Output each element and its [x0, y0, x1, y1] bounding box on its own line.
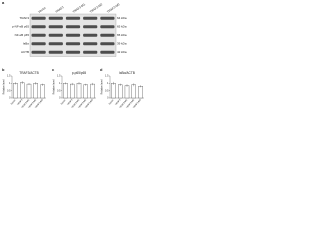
y-tick-label: 1.5 [7, 75, 11, 78]
chart-title: TRAF3/ACTB [19, 71, 38, 75]
lane-label: TRAF3-M2 [89, 2, 104, 14]
x-tick-label: TRAF3-M1 [119, 98, 129, 109]
size-label: 39 kDa [117, 42, 127, 46]
bar [138, 86, 143, 99]
bar [131, 84, 136, 99]
y-tick-label: 1.5 [105, 75, 109, 78]
row-label: IκBα [23, 42, 29, 46]
x-tick-label: TRAF3-M1 [71, 98, 81, 109]
y-tick-label: 0 [59, 97, 61, 100]
size-label: 65 kDa [117, 25, 127, 29]
y-tick-label: 1 [9, 82, 11, 85]
band [48, 16, 63, 20]
band [48, 33, 63, 37]
y-axis-label: Relative level [53, 79, 56, 94]
panel-letter: c [52, 67, 55, 72]
bar [63, 83, 68, 99]
band [48, 25, 63, 29]
lane-label: TRAF3-M3 [106, 2, 121, 14]
band [100, 16, 115, 20]
band [83, 25, 98, 29]
bar [70, 83, 75, 99]
y-axis-label: Relative level [101, 79, 104, 94]
x-tick-label: Vector [10, 98, 17, 105]
panel-letter: d [100, 67, 103, 72]
band [100, 50, 115, 54]
y-tick-label: 0.5 [105, 89, 109, 92]
bar [111, 83, 116, 99]
x-tick-label: TRAF3-M2 [28, 98, 38, 109]
bar [76, 83, 82, 99]
band [65, 16, 81, 20]
band [31, 33, 46, 37]
y-tick-label: 0.5 [7, 89, 11, 92]
bar [40, 84, 45, 99]
x-tick-label: TRAF3-M2 [78, 98, 88, 109]
x-tick-label: TRAF3 [16, 98, 23, 106]
band [100, 25, 115, 29]
lane-label: Vector [37, 6, 46, 14]
band [65, 33, 81, 37]
row-label: p-NF-κB p65 [12, 25, 29, 29]
bar [118, 84, 123, 99]
band [65, 25, 81, 29]
x-tick-label: TRAF3-M2 [126, 98, 136, 109]
bar [20, 82, 25, 99]
band [83, 42, 98, 46]
chart-title: IκBα/ACTB [119, 71, 135, 75]
bar [26, 83, 32, 99]
y-tick-label: 0 [9, 97, 11, 100]
x-tick-label: TRAF3-M3 [132, 98, 142, 109]
y-tick-label: 1 [59, 82, 61, 85]
bar [90, 83, 95, 99]
row-label: TRAF3 [19, 16, 29, 20]
x-tick-label: TRAF3 [114, 98, 121, 106]
band [83, 33, 98, 37]
bar [83, 84, 88, 99]
lane-label: TRAF3-M1 [72, 2, 87, 14]
bar [33, 83, 38, 99]
bar [13, 83, 18, 99]
x-tick-label: Vector [108, 98, 115, 105]
band [65, 42, 81, 46]
band [100, 33, 115, 37]
size-label: 42 kDa [117, 50, 127, 54]
figure: a b c d Vector TRAF3 TRAF3-M1 TRAF3-M2 TRAF3… [2, 0, 144, 109]
band [65, 50, 81, 54]
band [31, 25, 46, 29]
y-axis-label: Relative level [3, 79, 6, 94]
band [100, 42, 115, 46]
x-tick-label: TRAF3-M3 [84, 98, 94, 109]
row-label: ACTB [21, 50, 29, 54]
x-tick-label: TRAF3 [66, 98, 73, 106]
x-tick-label: TRAF3-M1 [21, 98, 31, 109]
band [48, 42, 63, 46]
y-tick-label: 0.5 [57, 89, 61, 92]
panel-letter: b [2, 67, 5, 72]
size-label: 64 kDa [117, 16, 127, 20]
bar [124, 85, 130, 99]
lane-label: TRAF3 [55, 5, 65, 14]
size-label: 65 kDa [117, 33, 127, 37]
x-tick-label: Vector [60, 98, 67, 105]
band [31, 50, 46, 54]
band [31, 16, 46, 20]
y-tick-label: 0 [107, 97, 109, 100]
band [31, 42, 46, 46]
row-label: NF-κB p65 [15, 33, 30, 37]
y-tick-label: 1.5 [57, 75, 61, 78]
chart-title: p-p65/p65 [72, 71, 87, 75]
band [83, 16, 98, 20]
panel-letter: a [2, 0, 5, 5]
y-tick-label: 1 [107, 82, 109, 85]
band [48, 50, 63, 54]
x-tick-label: TRAF3-M3 [34, 98, 44, 109]
band [83, 50, 98, 54]
